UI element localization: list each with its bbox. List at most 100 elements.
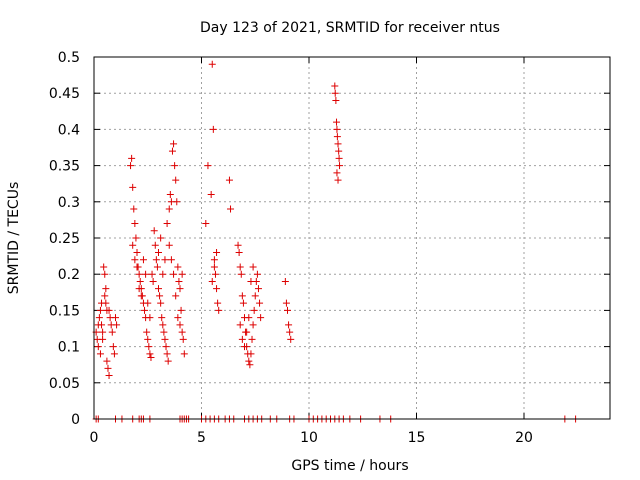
data-point-plus-marker <box>331 82 339 90</box>
data-point-plus-marker <box>334 140 342 148</box>
data-point-plus-marker <box>146 314 154 322</box>
data-point-plus-marker <box>172 176 180 184</box>
data-point-plus-marker <box>162 343 170 351</box>
data-point-plus-marker <box>213 285 221 293</box>
data-point-plus-marker <box>101 292 109 300</box>
data-point-plus-marker <box>333 118 341 126</box>
data-point-plus-marker <box>100 263 108 271</box>
data-point-plus-marker <box>153 263 161 271</box>
data-point-plus-marker <box>204 162 212 170</box>
data-point-plus-marker <box>130 205 138 213</box>
data-point-plus-marker <box>135 270 143 278</box>
data-point-plus-marker <box>243 328 251 336</box>
data-point-plus-marker <box>215 306 223 314</box>
x-tick-label: 10 <box>300 430 318 446</box>
data-point-plus-marker <box>214 299 222 307</box>
data-point-plus-marker <box>235 248 243 256</box>
data-point-plus-marker <box>105 306 113 314</box>
data-point-plus-marker <box>209 125 217 133</box>
data-point-plus-marker <box>136 277 144 285</box>
data-point-plus-marker <box>128 154 136 162</box>
data-point-plus-marker <box>168 147 176 155</box>
data-point-plus-marker <box>335 154 343 162</box>
data-point-plus-marker <box>94 343 102 351</box>
data-point-plus-marker <box>179 335 187 343</box>
data-point-plus-marker <box>253 270 261 278</box>
data-point-plus-marker <box>334 176 342 184</box>
data-point-plus-marker <box>99 328 107 336</box>
data-point-plus-marker <box>112 314 119 322</box>
data-point-plus-marker <box>129 183 137 191</box>
data-point-plus-marker <box>250 306 258 314</box>
x-tick-label: 15 <box>408 430 426 446</box>
data-point-plus-marker <box>213 248 221 256</box>
data-point-plus-marker <box>163 220 171 228</box>
data-point-plus-marker <box>151 241 159 249</box>
data-point-plus-marker <box>257 314 265 322</box>
data-point-plus-marker <box>108 328 116 336</box>
data-point-plus-marker <box>131 220 139 228</box>
y-tick-label: 0.4 <box>58 122 80 138</box>
data-point-plus-marker <box>178 270 186 278</box>
data-point-plus-marker <box>165 205 173 213</box>
data-point-plus-marker <box>109 343 117 351</box>
data-point-plus-marker <box>155 285 162 293</box>
data-point-plus-marker <box>129 241 137 249</box>
y-tick-label: 0.25 <box>49 231 80 247</box>
y-tick-label: 0.45 <box>49 86 80 102</box>
data-point-plus-marker <box>335 147 343 155</box>
data-point-plus-marker <box>170 140 178 148</box>
data-point-plus-marker <box>145 343 153 351</box>
y-axis-label: SRMTID / TECUs <box>6 182 22 295</box>
data-point-plus-marker <box>147 353 155 361</box>
data-point-plus-marker <box>246 361 254 369</box>
data-point-plus-marker <box>101 270 109 278</box>
data-point-plus-marker <box>161 256 169 264</box>
data-point-plus-marker <box>149 277 157 285</box>
data-point-plus-marker <box>148 270 156 278</box>
data-point-plus-marker <box>238 292 246 300</box>
data-point-plus-marker <box>98 299 106 307</box>
data-point-plus-marker <box>137 292 145 300</box>
data-point-plus-marker <box>176 285 184 293</box>
data-point-plus-marker <box>133 263 141 271</box>
data-points <box>92 60 580 423</box>
y-tick-labels: 0 0.05 0.1 0.15 0.2 0.25 0.3 0.35 0.4 0.45 0.5 <box>49 50 80 428</box>
data-point-plus-marker <box>210 256 218 264</box>
data-point-plus-marker <box>285 321 293 329</box>
data-point-plus-marker <box>133 248 141 256</box>
data-point-plus-marker <box>234 241 242 249</box>
data-point-plus-marker <box>333 169 341 177</box>
data-point-plus-marker <box>241 343 248 351</box>
data-point-plus-marker <box>333 133 341 141</box>
data-point-plus-marker <box>248 335 256 343</box>
data-point-plus-marker <box>238 335 246 343</box>
data-point-plus-marker <box>144 335 152 343</box>
data-point-plus-marker <box>170 270 178 278</box>
data-point-plus-marker <box>96 306 104 314</box>
data-point-plus-marker <box>174 314 182 322</box>
data-point-plus-marker <box>178 328 186 336</box>
data-point-plus-marker <box>160 328 168 336</box>
data-point-plus-marker <box>95 314 103 322</box>
data-point-plus-marker <box>96 350 104 358</box>
data-point-plus-marker <box>94 321 102 329</box>
data-point-plus-marker <box>127 162 135 170</box>
chart-title: Day 123 of 2021, SRMTID for receiver ntu… <box>200 20 500 36</box>
y-tick-label: 0.3 <box>58 195 80 211</box>
data-point-plus-marker <box>99 335 107 343</box>
data-point-plus-marker <box>163 350 171 358</box>
data-point-plus-marker <box>202 220 210 228</box>
data-point-plus-marker <box>158 314 166 322</box>
y-tick-label: 0.15 <box>49 303 80 319</box>
y-tick-label: 0.35 <box>49 159 80 175</box>
data-point-plus-marker <box>284 306 291 314</box>
data-point-plus-marker <box>164 357 172 365</box>
data-point-plus-marker <box>146 350 154 358</box>
data-point-plus-marker <box>143 328 151 336</box>
data-point-plus-marker <box>159 270 167 278</box>
x-tick-labels: 0 5 10 15 20 <box>90 430 533 446</box>
x-axis-label: GPS time / hours <box>291 458 408 474</box>
data-point-plus-marker <box>332 96 340 104</box>
y-tick-label: 0.1 <box>58 340 80 356</box>
